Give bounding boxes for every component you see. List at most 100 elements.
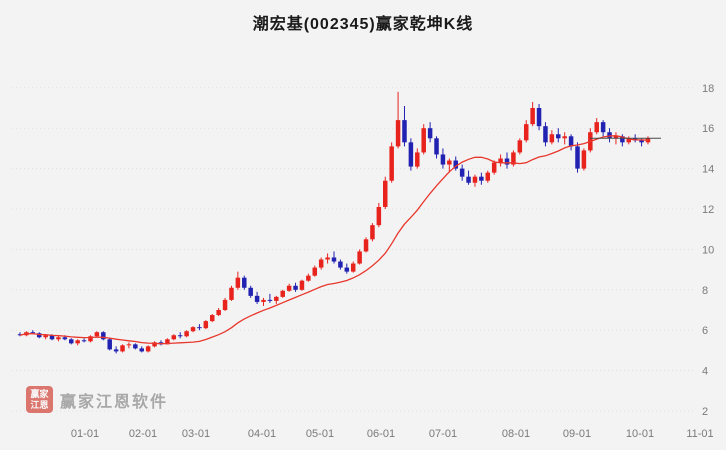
y-axis-label: 6 (702, 325, 708, 337)
candle-body (197, 327, 202, 329)
candle-body (101, 332, 106, 340)
candle-body (459, 168, 465, 177)
x-axis-label: 06-01 (367, 428, 395, 440)
candle-body (62, 337, 68, 340)
candle-body (600, 122, 606, 133)
candle-body (568, 136, 574, 147)
candle-body (280, 290, 285, 297)
candle-body (434, 138, 439, 155)
candle-body (402, 120, 407, 143)
candle-body (242, 277, 247, 288)
x-axis-label: 07-01 (429, 428, 457, 440)
y-axis-label: 8 (702, 285, 708, 297)
candle-body (338, 261, 343, 268)
candle-body (523, 124, 529, 141)
candle-body (453, 160, 458, 169)
candle-body (254, 295, 260, 302)
candle-body (613, 136, 619, 139)
candle-body (184, 331, 189, 337)
candle-body (43, 335, 48, 338)
candle-body (190, 327, 196, 332)
candle-body (56, 337, 61, 340)
candle-body (466, 176, 471, 183)
y-axis-label: 12 (702, 204, 714, 216)
candle-body (49, 335, 55, 340)
candle-body (370, 225, 375, 240)
candle-body (536, 108, 542, 127)
y-axis-label: 16 (702, 123, 714, 135)
chart-title: 潮宏基(002345)赢家乾坤K线 (252, 16, 474, 33)
candle-body (94, 332, 100, 337)
candle-body (30, 332, 36, 334)
candle-body (530, 108, 535, 125)
y-axis-label: 18 (702, 83, 714, 95)
candle-body (498, 158, 503, 163)
candle-body (350, 263, 356, 272)
x-axis-label: 02-01 (129, 428, 157, 440)
candle-body (145, 346, 151, 352)
candle-body (427, 128, 433, 139)
candle-body (479, 176, 484, 181)
watermark-logo-icon: 赢家 江恩 (26, 386, 53, 413)
x-axis-label: 10-01 (626, 428, 654, 440)
candle-body (447, 160, 452, 165)
candle-body (177, 335, 183, 337)
x-axis-label: 11-01 (686, 428, 713, 440)
x-axis-label: 05-01 (306, 428, 334, 440)
candle-body (485, 172, 491, 181)
candle-body (203, 321, 209, 329)
candle-body (639, 140, 644, 143)
x-axis-label: 09-01 (563, 428, 591, 440)
watermark-text: 赢家江恩软件 (60, 393, 169, 411)
candle-body (235, 277, 241, 288)
candle-body (120, 345, 125, 352)
candle-body (504, 158, 510, 165)
candle-body (549, 134, 555, 143)
x-axis-label: 04-01 (248, 428, 276, 440)
x-axis-label: 01-01 (71, 428, 99, 440)
y-axis-label: 4 (702, 366, 708, 378)
y-axis-label: 10 (702, 244, 714, 256)
candle-body (408, 142, 414, 167)
candle-body (126, 344, 132, 346)
candle-body (274, 296, 279, 301)
candle-body (517, 140, 523, 153)
candle-body (222, 299, 228, 310)
candle-body (575, 146, 580, 169)
candle-body (440, 154, 446, 165)
y-axis-label: 2 (702, 406, 708, 418)
candle-body (133, 344, 138, 349)
candle-body (299, 280, 305, 290)
candle-body (88, 336, 93, 342)
candle-body (543, 126, 548, 143)
candle-body (293, 285, 298, 290)
x-axis-label: 08-01 (502, 428, 530, 440)
x-axis-label: 03-01 (182, 428, 210, 440)
candle-body (331, 257, 337, 262)
candle-body (81, 340, 87, 342)
candle-body (171, 335, 177, 340)
candle-body (165, 339, 170, 345)
candle-body (607, 132, 612, 139)
candle-body (261, 299, 266, 302)
candle-body (472, 176, 478, 183)
watermark: 赢家 江恩 赢家江恩软件 (26, 386, 168, 413)
candle-body (415, 152, 420, 167)
candle-body (107, 339, 112, 350)
candle-body (139, 348, 145, 352)
candle-body (113, 349, 119, 352)
candle-body (209, 315, 215, 322)
candle-body (152, 342, 157, 347)
watermark-logo-bottom: 江恩 (30, 399, 49, 410)
candle-body (383, 180, 388, 207)
watermark-logo-top: 赢家 (30, 389, 49, 400)
candle-body (556, 134, 561, 139)
candle-body (395, 120, 401, 147)
candle-body (344, 267, 350, 272)
candle-body (69, 339, 74, 344)
candle-body (325, 257, 330, 260)
y-axis-label: 14 (702, 164, 714, 176)
candle-body (248, 287, 253, 296)
